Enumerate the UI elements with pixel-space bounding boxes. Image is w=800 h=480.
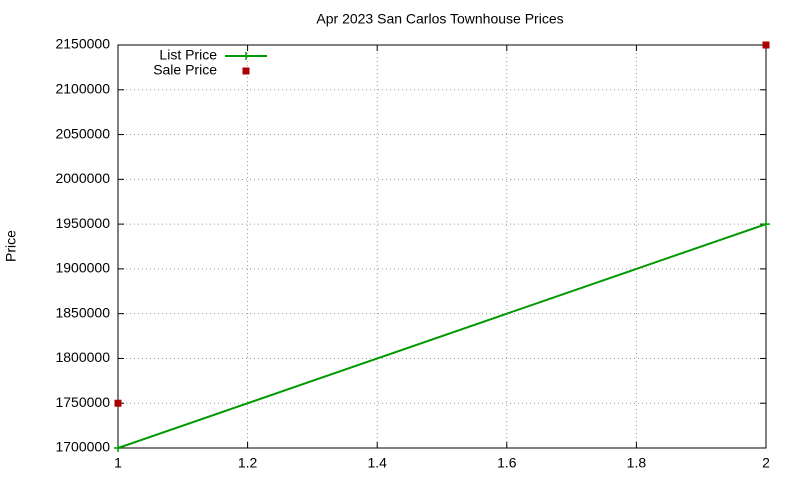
legend-marker — [242, 67, 250, 75]
x-tick-label: 1.6 — [497, 455, 517, 471]
data-point — [114, 444, 122, 452]
legend-marker — [242, 52, 250, 60]
y-tick-label: 1950000 — [55, 215, 110, 231]
x-tick-label: 1.4 — [367, 455, 387, 471]
legend-label: List Price — [159, 47, 217, 63]
legend-label: Sale Price — [153, 62, 217, 78]
y-tick-label: 2050000 — [55, 125, 110, 141]
data-point — [762, 220, 770, 229]
y-tick-label: 2100000 — [55, 80, 110, 96]
x-tick-label: 1 — [114, 455, 122, 471]
data-point — [762, 41, 770, 49]
data-point — [114, 399, 122, 407]
y-tick-label: 1700000 — [55, 439, 110, 455]
y-tick-label: 1800000 — [55, 349, 110, 365]
y-tick-label: 1850000 — [55, 304, 110, 320]
plot-frame — [117, 44, 767, 449]
x-tick-label: 1.8 — [627, 455, 647, 471]
y-tick-label: 2000000 — [55, 170, 110, 186]
x-tick-label: 2 — [762, 455, 770, 471]
series-line — [117, 223, 767, 449]
y-tick-label: 1900000 — [55, 260, 110, 276]
chart-title: Apr 2023 San Carlos Townhouse Prices — [316, 11, 563, 27]
y-tick-label: 1750000 — [55, 394, 110, 410]
x-tick-label: 1.2 — [238, 455, 258, 471]
y-tick-label: 2150000 — [55, 36, 110, 52]
y-axis-label: Price — [3, 230, 19, 262]
